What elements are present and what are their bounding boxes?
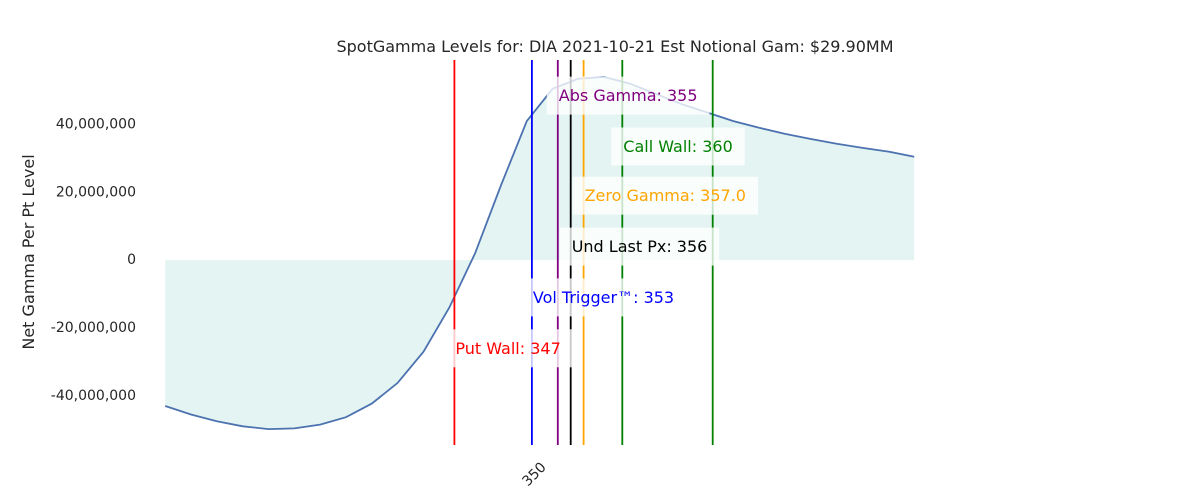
y-axis-title: Net Gamma Per Pt Level	[19, 154, 38, 349]
line-layer	[164, 76, 915, 431]
y-tick-label: 0	[127, 252, 136, 268]
level-annotation-vol-trigger: Vol Trigger™: 353	[520, 278, 687, 317]
fill-layer	[165, 77, 915, 430]
level-label-und-last-px: Und Last Px: 356	[572, 237, 708, 256]
x-tick-label: 350	[519, 460, 549, 490]
y-tick-layer: 40,000,000 20,000,000 0 -20,000,000 -40,000,…	[51, 116, 136, 403]
level-label-put-wall: Put Wall: 347	[455, 339, 560, 358]
x-tick-layer: 350	[519, 460, 549, 490]
level-label-box	[572, 176, 758, 215]
y-tick-label: 20,000,000	[56, 184, 136, 200]
y-tick-label: -20,000,000	[51, 320, 136, 336]
chart-title: SpotGamma Levels for: DIA 2021-10-21 Est…	[336, 37, 893, 56]
level-label-box	[520, 278, 687, 317]
level-label-box	[611, 127, 745, 166]
gamma-curve	[164, 76, 915, 431]
y-tick-label: 40,000,000	[56, 116, 136, 132]
level-label-vol-trigger: Vol Trigger™: 353	[533, 288, 674, 307]
level-annotation-zero-gamma: Zero Gamma: 357.0	[572, 176, 758, 215]
level-label-call-wall: Call Wall: 360	[623, 137, 732, 156]
level-annotation-call-wall: Call Wall: 360	[611, 127, 745, 166]
level-label-box	[443, 329, 573, 368]
level-annotation-put-wall: Put Wall: 347	[443, 329, 573, 368]
level-label-abs-gamma: Abs Gamma: 355	[559, 86, 698, 105]
gamma-area	[165, 77, 915, 430]
level-annotation-abs-gamma: Abs Gamma: 355	[546, 76, 710, 115]
y-tick-label: -40,000,000	[51, 388, 136, 404]
level-label-box	[559, 227, 720, 266]
level-label-zero-gamma: Zero Gamma: 357.0	[585, 186, 746, 205]
level-layer: Put Wall: 347 Vol Trigger™: 353 Abs Gamma:…	[443, 60, 758, 445]
level-label-box	[546, 76, 710, 115]
level-annotation-und-last-px: Und Last Px: 356	[559, 227, 720, 266]
